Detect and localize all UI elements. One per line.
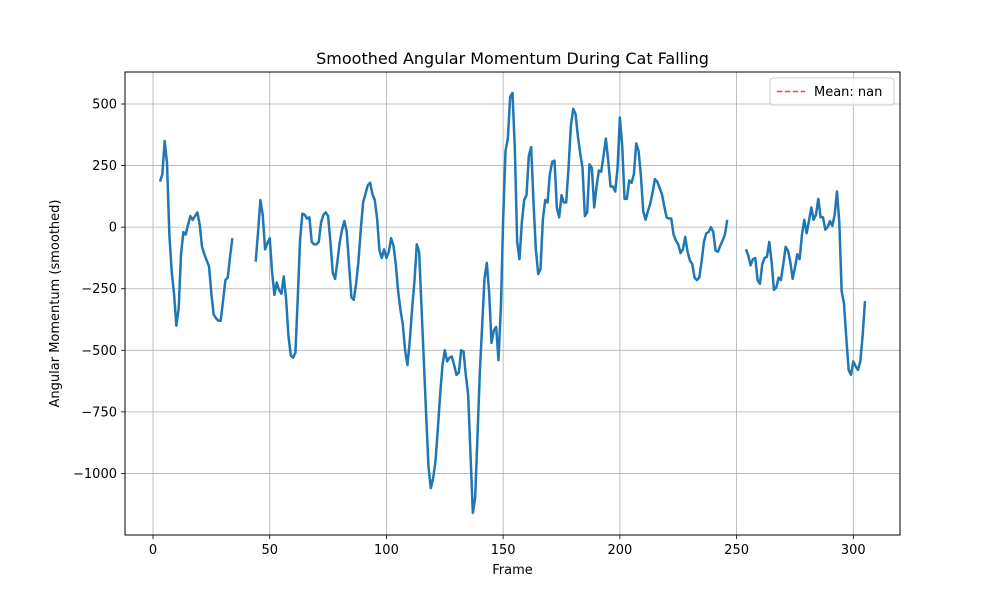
- legend: Mean: nan: [769, 77, 895, 106]
- x-tick-label: 150: [491, 543, 516, 558]
- y-tick-label: −1000: [73, 467, 117, 482]
- y-axis-ticks: 500 250 0 −250 −500 −750 −1000: [73, 98, 125, 482]
- x-tick-label: 300: [841, 543, 866, 558]
- legend-box: [769, 77, 895, 106]
- series-line-segment: [744, 190, 867, 377]
- y-tick-label: −500: [81, 344, 117, 359]
- legend-mean-label: Mean: nan: [814, 85, 882, 100]
- y-tick-label: −250: [81, 282, 117, 297]
- chart-title: Smoothed Angular Momentum During Cat Fal…: [316, 49, 709, 68]
- y-tick-label: 0: [109, 221, 117, 236]
- x-tick-label: 50: [261, 543, 278, 558]
- x-tick-label: 200: [607, 543, 632, 558]
- x-tick-label: 250: [724, 543, 749, 558]
- grid: [125, 72, 900, 535]
- x-axis-ticks: 0 50 100 150 200 250 300: [149, 535, 866, 558]
- y-axis-label: Angular Momentum (smoothed): [48, 200, 63, 408]
- y-tick-label: 500: [92, 98, 117, 113]
- series-line-segment: [254, 91, 729, 515]
- y-tick-label: −750: [81, 405, 117, 420]
- x-axis-label: Frame: [492, 563, 533, 578]
- data-series: [158, 91, 867, 515]
- x-tick-label: 100: [374, 543, 399, 558]
- x-tick-label: 0: [149, 543, 157, 558]
- plot-frame: [124, 71, 901, 536]
- y-tick-label: 250: [92, 159, 117, 174]
- plot-area: [125, 72, 900, 535]
- series-line-segment: [158, 139, 234, 327]
